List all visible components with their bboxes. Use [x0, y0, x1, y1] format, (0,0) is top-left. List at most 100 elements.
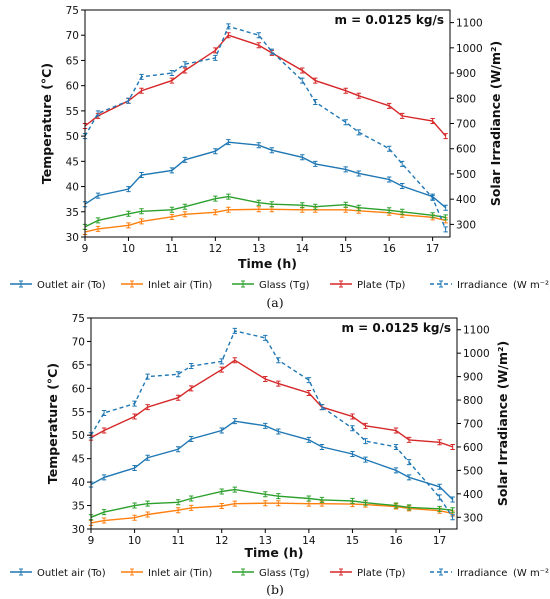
data-point — [213, 195, 218, 202]
data-point — [263, 491, 268, 498]
data-point — [393, 443, 399, 450]
y2-tick-label: 1000 — [463, 348, 490, 360]
y2-tick-label: 800 — [456, 93, 476, 105]
data-point — [175, 507, 181, 514]
data-point — [169, 213, 175, 220]
legend-item: Outlet air (To) — [10, 280, 106, 291]
y-tick-label: 40 — [66, 182, 79, 194]
x-tick-label: 11 — [165, 243, 178, 255]
y-tick-label: 35 — [66, 207, 79, 219]
series-line — [84, 208, 446, 233]
data-point — [145, 404, 150, 411]
data-point — [437, 505, 442, 512]
data-point — [430, 194, 435, 201]
data-point — [139, 171, 144, 178]
data-point — [263, 500, 268, 507]
x-tick-label: 13 — [259, 535, 272, 547]
plot-frame — [90, 317, 458, 530]
data-point — [400, 208, 405, 215]
data-point — [169, 77, 175, 84]
data-point — [393, 502, 399, 509]
data-point — [343, 119, 348, 126]
data-point — [132, 502, 137, 509]
data-point — [443, 204, 448, 211]
legend-label: Irradiance — [457, 280, 507, 291]
mass-flow-annotation: m = 0.0125 kg/s — [335, 13, 445, 27]
y-tick-label: 75 — [72, 313, 85, 325]
legend-label: Inlet air (Tin) — [148, 568, 212, 579]
legend-label: Plate (Tp) — [357, 280, 406, 291]
legend-label: Glass (Tg) — [259, 568, 310, 579]
data-point — [169, 167, 175, 174]
y-tick-label: 60 — [66, 81, 79, 93]
legend-item: Irradiance (W m⁻²) — [430, 280, 550, 291]
data-point — [132, 413, 137, 420]
data-point — [300, 77, 305, 84]
legend-label: Plate (Tp) — [357, 568, 406, 579]
legend-item: Plate (Tp) — [330, 280, 406, 291]
data-point — [437, 439, 442, 446]
series-line — [90, 420, 454, 501]
data-point — [450, 496, 455, 503]
data-point — [126, 210, 131, 217]
series-line — [90, 359, 453, 448]
x-tick-label: 13 — [252, 243, 265, 255]
data-point — [145, 373, 150, 380]
data-point — [219, 366, 224, 373]
y2-tick-label: 600 — [456, 144, 476, 156]
series-plate-tp — [82, 32, 448, 140]
data-point — [232, 357, 237, 364]
data-point — [306, 436, 312, 443]
y2-tick-label: 400 — [456, 194, 476, 206]
data-point — [232, 418, 237, 425]
y2-axis-label: Solar Irradiance (W/m²) — [488, 41, 503, 206]
x-tick-label: 11 — [171, 535, 184, 547]
y-tick-label: 45 — [72, 454, 85, 466]
data-point — [363, 438, 368, 445]
data-point — [393, 427, 399, 434]
data-point — [276, 380, 281, 387]
data-point — [443, 226, 448, 233]
mass-flow-annotation: m = 0.0125 kg/s — [342, 321, 452, 335]
data-point — [256, 42, 262, 49]
data-point — [189, 504, 194, 511]
data-point — [400, 160, 405, 167]
data-point — [406, 474, 412, 481]
x-tick-label: 14 — [296, 243, 310, 255]
data-point — [350, 413, 355, 420]
x-tick-label: 16 — [382, 243, 396, 255]
y-tick-label: 45 — [66, 156, 79, 168]
series-glass-tg — [82, 193, 448, 230]
y2-tick-label: 500 — [463, 465, 483, 477]
data-point — [319, 443, 325, 450]
data-point — [300, 154, 305, 161]
x-tick-label: 10 — [128, 535, 141, 547]
legend-unit: (W m⁻²) — [513, 568, 550, 579]
series-outlet-air-to — [82, 139, 448, 211]
series-line — [90, 330, 454, 518]
x-tick-label: 16 — [389, 535, 403, 547]
y-tick-label: 50 — [66, 131, 79, 143]
data-point — [350, 497, 355, 504]
data-point — [226, 206, 231, 213]
data-point — [300, 202, 305, 209]
data-point — [276, 428, 281, 435]
legend: Outlet air (To) Inlet air (Tin) Glass (Tg)… — [10, 568, 550, 579]
data-point — [313, 203, 318, 210]
data-point — [269, 48, 275, 55]
data-point — [95, 110, 101, 117]
data-point — [437, 494, 442, 501]
data-point — [139, 73, 144, 80]
data-point — [232, 486, 237, 493]
series-line — [84, 25, 447, 230]
series-plate-tp — [88, 357, 455, 450]
data-point — [437, 483, 442, 490]
chart-panel-2: 9 10 11 12 13 14 15 16 17 30 35 40 45 50 55 60 65 70 75 300… — [10, 313, 550, 597]
data-point — [256, 199, 262, 206]
series-line — [90, 502, 453, 524]
y2-tick-label: 900 — [463, 372, 483, 384]
y-tick-label: 55 — [66, 106, 79, 118]
data-point — [450, 507, 455, 514]
y-axis-label: Temperature (°C) — [45, 363, 60, 484]
data-point — [269, 201, 275, 208]
